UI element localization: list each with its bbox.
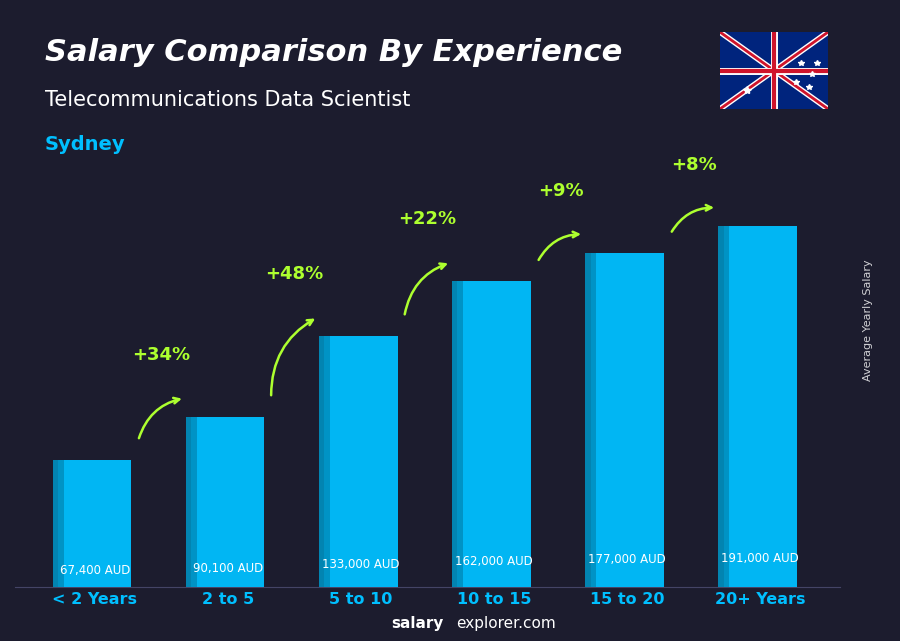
- Bar: [724, 226, 796, 587]
- Text: +22%: +22%: [399, 210, 456, 228]
- Bar: [319, 336, 330, 587]
- Text: 90,100 AUD: 90,100 AUD: [193, 562, 263, 574]
- Bar: [53, 460, 64, 587]
- Bar: [590, 253, 663, 587]
- Text: +9%: +9%: [538, 182, 583, 200]
- Text: Sydney: Sydney: [45, 135, 126, 154]
- Text: Salary Comparison By Experience: Salary Comparison By Experience: [45, 38, 622, 67]
- Bar: [585, 253, 596, 587]
- Bar: [718, 226, 729, 587]
- Text: 162,000 AUD: 162,000 AUD: [455, 555, 533, 568]
- Bar: [185, 417, 197, 587]
- Bar: [58, 460, 131, 587]
- Text: +8%: +8%: [670, 156, 716, 174]
- Text: Average Yearly Salary: Average Yearly Salary: [863, 260, 873, 381]
- Text: 191,000 AUD: 191,000 AUD: [721, 552, 799, 565]
- Text: Telecommunications Data Scientist: Telecommunications Data Scientist: [45, 90, 410, 110]
- Text: salaryexplorer.com: salaryexplorer.com: [0, 640, 1, 641]
- Bar: [452, 281, 463, 587]
- Bar: [457, 281, 531, 587]
- Text: +48%: +48%: [266, 265, 324, 283]
- Bar: [324, 336, 398, 587]
- Text: salary: salary: [392, 617, 444, 631]
- Bar: [192, 417, 265, 587]
- Text: 67,400 AUD: 67,400 AUD: [59, 564, 130, 577]
- Text: 177,000 AUD: 177,000 AUD: [589, 553, 666, 567]
- Text: explorer.com: explorer.com: [456, 617, 556, 631]
- Text: 133,000 AUD: 133,000 AUD: [322, 558, 400, 570]
- Text: +34%: +34%: [132, 346, 191, 364]
